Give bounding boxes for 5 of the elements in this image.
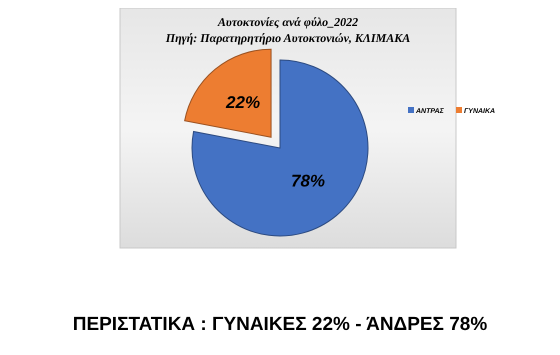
chart-title: Αυτοκτονίες ανά φύλο_2022 [216, 15, 358, 29]
data-label: 22% [225, 92, 260, 112]
data-label: 78% [291, 171, 326, 190]
text: ΠΕΡΙΣΤΑΤΙΚΑ : ΓΥΝΑΙΚΕΣ 22% - ΆΝΔΡΕΣ 78% [72, 314, 488, 335]
chart-subtitle: Πηγή: Παρατηρητήριο Αυτοκτονιών, ΚΛΙΜΑΚΑ [164, 31, 410, 45]
